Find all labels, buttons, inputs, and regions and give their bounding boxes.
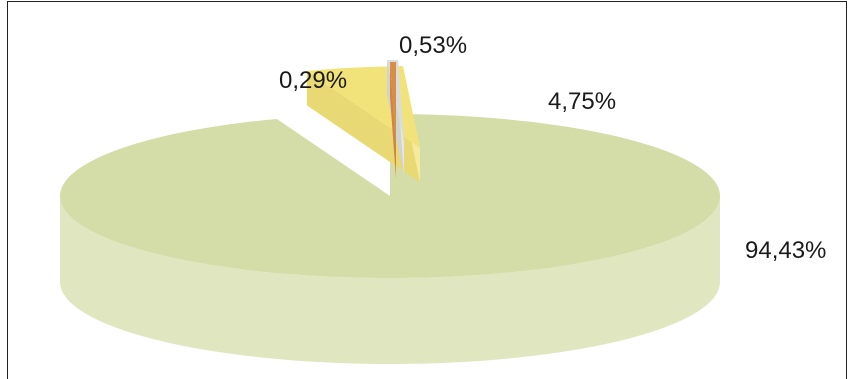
label-slice-0-53: 0,53%	[399, 32, 468, 59]
pie-slice-cut-1	[306, 70, 420, 183]
pie-slice-0	[59, 114, 720, 278]
pie-slice-cut-3	[389, 62, 396, 179]
pie-slice-wall-0	[60, 196, 720, 364]
label-slice-4-75: 4,75%	[548, 88, 617, 115]
pie-slice-3	[389, 62, 396, 144]
label-slice-0-29: 0,29%	[279, 67, 348, 94]
label-slice-94-43: 94,43%	[745, 237, 827, 264]
